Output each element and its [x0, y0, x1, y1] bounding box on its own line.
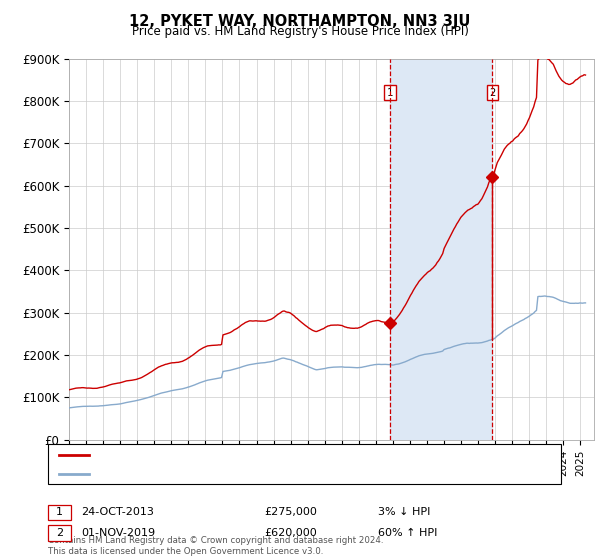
- Text: 1: 1: [386, 88, 393, 97]
- Text: £620,000: £620,000: [264, 528, 317, 538]
- Text: 12, PYKET WAY, NORTHAMPTON, NN3 3JU: 12, PYKET WAY, NORTHAMPTON, NN3 3JU: [130, 14, 470, 29]
- Text: 12, PYKET WAY, NORTHAMPTON, NN3 3JU (detached house): 12, PYKET WAY, NORTHAMPTON, NN3 3JU (det…: [94, 450, 402, 460]
- Text: 01-NOV-2019: 01-NOV-2019: [81, 528, 155, 538]
- Text: 24-OCT-2013: 24-OCT-2013: [81, 507, 154, 517]
- Text: Contains HM Land Registry data © Crown copyright and database right 2024.
This d: Contains HM Land Registry data © Crown c…: [48, 536, 383, 556]
- Text: £275,000: £275,000: [264, 507, 317, 517]
- Text: HPI: Average price, detached house, West Northamptonshire: HPI: Average price, detached house, West…: [94, 469, 410, 479]
- Text: Price paid vs. HM Land Registry's House Price Index (HPI): Price paid vs. HM Land Registry's House …: [131, 25, 469, 38]
- Text: 2: 2: [56, 528, 63, 538]
- Text: 2: 2: [489, 88, 496, 97]
- Text: 1: 1: [56, 507, 63, 517]
- Text: 60% ↑ HPI: 60% ↑ HPI: [378, 528, 437, 538]
- Text: 3% ↓ HPI: 3% ↓ HPI: [378, 507, 430, 517]
- Bar: [390, 59, 493, 440]
